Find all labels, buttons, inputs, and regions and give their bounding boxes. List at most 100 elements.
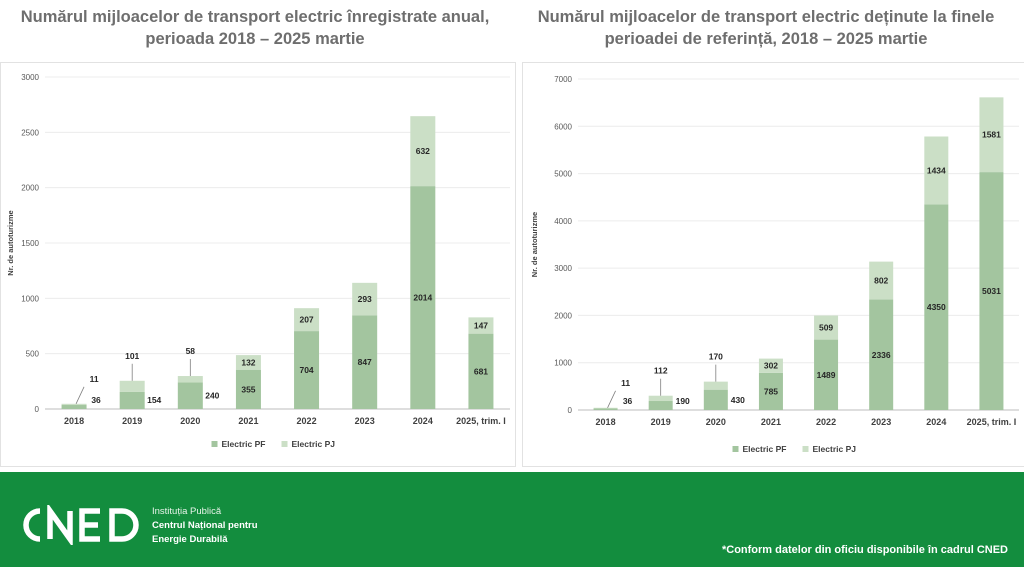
bar-electric-pf xyxy=(979,172,1004,410)
data-label-pj: 632 xyxy=(416,146,430,156)
bar-electric-pf xyxy=(352,315,378,409)
x-tick-label: 2025, trim. I xyxy=(967,417,1017,427)
y-tick-label: 0 xyxy=(35,405,40,414)
bar-electric-pj xyxy=(61,403,87,406)
y-tick-label: 1000 xyxy=(21,294,39,303)
bar-electric-pf xyxy=(593,408,618,410)
y-tick-label: 3000 xyxy=(21,73,39,82)
data-label-pf: 36 xyxy=(623,396,633,406)
data-label-pf: 1489 xyxy=(817,370,836,380)
bar-electric-pj xyxy=(979,97,1004,173)
data-label-pf: 5031 xyxy=(982,286,1001,296)
data-label-pj: 1581 xyxy=(982,130,1001,140)
data-label-pj: 11 xyxy=(90,374,99,384)
y-tick-label: 1500 xyxy=(21,239,39,248)
bar-electric-pf xyxy=(177,382,203,409)
y-tick-label: 2000 xyxy=(21,184,39,193)
y-tick-label: 6000 xyxy=(554,122,572,131)
bar-electric-pj xyxy=(648,395,673,402)
data-label-pj: 132 xyxy=(241,357,255,367)
leader-line xyxy=(607,390,616,408)
chart-left: 0 500 1000 1500 2000 2500 3000 Nr. de autoturiz… xyxy=(6,73,510,449)
data-source-note: *Conform datelor din oficiu disponibile … xyxy=(721,544,1008,556)
bar-electric-pj xyxy=(758,358,783,373)
data-label-pf: 2014 xyxy=(413,293,432,303)
bar-electric-pj xyxy=(703,381,728,390)
institution-name: Instituția Publică Centrul Național pent… xyxy=(152,505,258,547)
bar-electric-pj xyxy=(593,407,618,409)
data-label-pf: 785 xyxy=(764,386,778,396)
data-label-pf: 430 xyxy=(731,395,745,405)
x-tick-label: 2024 xyxy=(926,417,946,427)
leader-line xyxy=(75,386,85,404)
y-tick-label: 3000 xyxy=(554,264,572,273)
y-tick-label: 5000 xyxy=(554,170,572,179)
data-label-pj: 101 xyxy=(125,351,139,361)
cned-logo-icon xyxy=(23,505,139,545)
y-axis-title: Nr. de autoturizme xyxy=(6,210,15,275)
data-label-pf: 2336 xyxy=(872,350,891,360)
bar-electric-pf xyxy=(648,401,673,410)
data-label-pf: 847 xyxy=(358,357,372,367)
y-tick-label: 2500 xyxy=(21,128,39,137)
data-label-pj: 293 xyxy=(358,294,372,304)
institution-line-3: Energie Durabilă xyxy=(152,534,228,545)
legend-label-pj: Electric PJ xyxy=(292,439,336,449)
x-tick-label: 2024 xyxy=(413,416,433,426)
bar-electric-pf xyxy=(235,369,261,409)
legend-swatch-pf xyxy=(211,441,218,447)
x-tick-label: 2023 xyxy=(355,416,375,426)
bar-electric-pf xyxy=(468,333,494,409)
x-tick-label: 2018 xyxy=(64,416,84,426)
x-tick-label: 2020 xyxy=(706,417,726,427)
x-tick-label: 2022 xyxy=(297,416,317,426)
x-tick-label: 2021 xyxy=(761,417,781,427)
y-tick-label: 4000 xyxy=(554,217,572,226)
chart-title-right: Numărul mijloacelor de transport electri… xyxy=(537,8,995,48)
data-label-pj: 207 xyxy=(299,315,313,325)
data-label-pf: 36 xyxy=(91,395,101,405)
legend-swatch-pj xyxy=(281,441,288,447)
bar-electric-pf xyxy=(119,391,145,409)
x-tick-label: 2020 xyxy=(180,416,200,426)
data-label-pj: 112 xyxy=(654,366,668,376)
data-label-pj: 170 xyxy=(709,352,723,362)
y-axis-title: Nr. de autoturizme xyxy=(530,212,539,277)
bar-electric-pf xyxy=(61,405,87,409)
bar-electric-pj xyxy=(119,380,145,392)
chart-panel-left: 0 500 1000 1500 2000 2500 3000 Nr. de autoturiz… xyxy=(0,62,516,467)
x-tick-label: 2023 xyxy=(871,417,891,427)
bar-electric-pj xyxy=(410,116,436,187)
bar-electric-pj xyxy=(235,355,261,370)
y-tick-label: 7000 xyxy=(554,75,572,84)
y-tick-label: 0 xyxy=(568,406,573,415)
legend-label-pj: Electric PJ xyxy=(813,444,857,454)
bar-electric-pf xyxy=(758,372,783,410)
data-label-pj: 302 xyxy=(764,361,778,371)
x-tick-label: 2018 xyxy=(596,417,616,427)
data-label-pf: 355 xyxy=(241,384,255,394)
bar-electric-pj xyxy=(294,308,320,332)
bar-electric-pj xyxy=(352,282,378,316)
legend-label-pf: Electric PF xyxy=(743,444,787,454)
data-label-pf: 190 xyxy=(676,396,690,406)
legend-swatch-pf xyxy=(732,446,739,452)
data-label-pf: 154 xyxy=(147,395,161,405)
bar-electric-pf xyxy=(703,389,728,410)
x-tick-label: 2019 xyxy=(122,416,142,426)
x-tick-label: 2022 xyxy=(816,417,836,427)
x-tick-label: 2025, trim. I xyxy=(456,416,506,426)
chart-title-left: Numărul mijloacelor de transport electri… xyxy=(20,8,490,48)
legend-label-pf: Electric PF xyxy=(222,439,266,449)
bar-electric-pj xyxy=(869,261,894,300)
data-label-pj: 147 xyxy=(474,321,488,331)
bar-electric-pf xyxy=(814,339,839,410)
data-label-pj: 802 xyxy=(874,276,888,286)
bar-electric-pj xyxy=(468,317,494,334)
chart-panel-right: 0 1000 2000 3000 4000 5000 6000 7000 Nr. de auto… xyxy=(522,62,1024,467)
bar-electric-pf xyxy=(924,204,949,410)
data-label-pf: 240 xyxy=(205,391,219,401)
bar-electric-pf xyxy=(869,299,894,410)
x-tick-label: 2019 xyxy=(651,417,671,427)
institution-line-1: Instituția Publică xyxy=(152,506,222,517)
